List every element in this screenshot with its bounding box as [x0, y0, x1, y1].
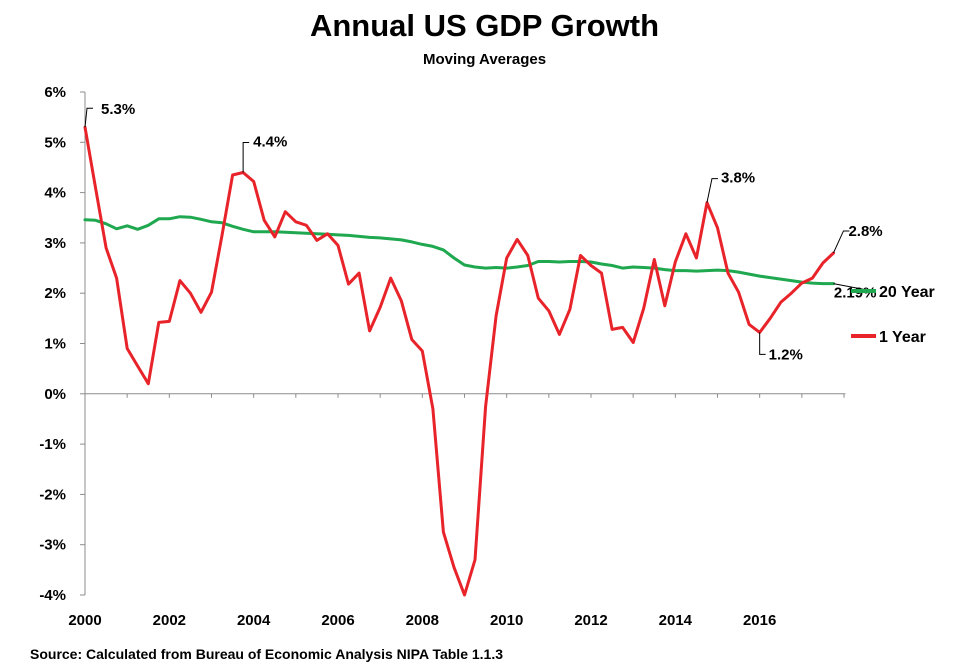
y-tick-label: -1% — [39, 436, 66, 453]
annotation-leader — [833, 230, 850, 254]
x-tick-label: 2016 — [743, 612, 776, 629]
x-tick-label: 2002 — [153, 612, 186, 629]
annotation-label: 3.8% — [721, 170, 755, 187]
y-tick-label: 1% — [44, 336, 66, 353]
annotation-label: 5.3% — [101, 101, 135, 118]
series-line-1-year — [83, 125, 835, 597]
chart-subtitle: Moving Averages — [422, 51, 547, 68]
y-tick-label: 6% — [44, 84, 66, 101]
legend-label-1-year: 1 Year — [879, 329, 926, 346]
annotation-leader — [84, 107, 93, 128]
x-tick-label: 2000 — [68, 612, 101, 629]
annotation-label: 2.8% — [848, 223, 882, 240]
legend: 20 Year 1 Year — [851, 284, 935, 346]
y-tick-label: -3% — [39, 537, 66, 554]
x-tick-label: 2012 — [574, 612, 607, 629]
y-tick-label: 0% — [44, 386, 66, 403]
x-tick-label: 2010 — [490, 612, 523, 629]
annotation-label: 4.4% — [253, 133, 287, 150]
x-tick-label: 2014 — [659, 612, 693, 629]
y-tick-label: 3% — [44, 235, 66, 252]
y-tick-label: 2% — [44, 285, 66, 302]
y-tick-label: -4% — [39, 587, 66, 604]
annotation-label: 1.2% — [769, 346, 803, 363]
legend-label-20-year: 20 Year — [879, 284, 935, 301]
annotation-leader — [242, 141, 250, 173]
x-tick-label: 2004 — [237, 612, 271, 629]
series-lines — [83, 125, 835, 597]
x-tick-label: 2006 — [321, 612, 354, 629]
source-note: Source: Calculated from Bureau of Econom… — [30, 646, 504, 662]
y-tick-label: 5% — [44, 134, 66, 151]
annotation-leader — [759, 332, 766, 355]
y-tick-label: -2% — [39, 486, 66, 503]
y-tick-label: 4% — [44, 185, 66, 202]
annotation-label: 2.19% — [834, 285, 877, 302]
annotations: 5.3% 4.4% 3.8% 2.8% 2.19% 1.2% — [84, 101, 883, 363]
line-chart: 6% 5% 4% 3% 2% 1% 0% -1% -2% -3% -4%2000 2002 2004 20… — [39, 84, 935, 629]
axes: 6% 5% 4% 3% 2% 1% 0% -1% -2% -3% -4%2000 2002 2004 20… — [39, 84, 846, 629]
annotation-leader — [706, 178, 718, 203]
series-line-20-year — [83, 215, 835, 286]
chart-title: Annual US GDP Growth — [309, 8, 660, 43]
x-tick-label: 2008 — [406, 612, 439, 629]
